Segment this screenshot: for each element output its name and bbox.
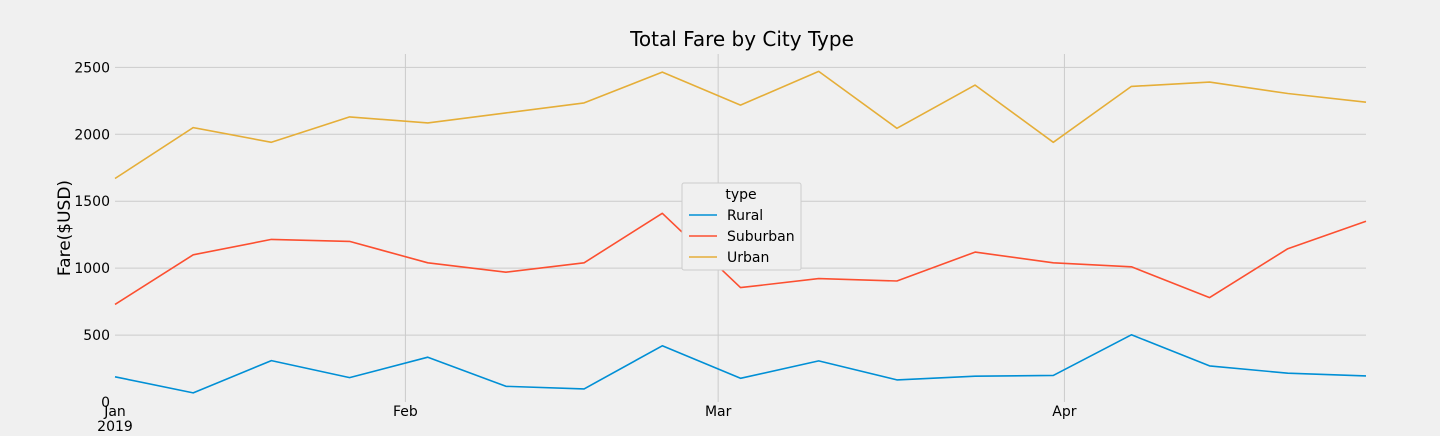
legend-label: Urban: [727, 250, 769, 266]
y-tick-label: 500: [83, 328, 110, 344]
legend-label: Rural: [727, 208, 763, 224]
y-tick-label: 2500: [74, 60, 110, 76]
y-tick-label: 0: [101, 395, 110, 411]
y-tick-label: 1000: [74, 261, 110, 277]
series-lines: [114, 70, 1367, 394]
series-line-suburban: [114, 212, 1367, 306]
legend-box: [681, 182, 802, 271]
x-tick-label: Jan: [103, 404, 126, 420]
x-tick-label: Mar: [705, 404, 732, 420]
series-line-urban: [114, 70, 1367, 180]
legend-label: Suburban: [727, 229, 795, 245]
legend-title: type: [725, 187, 756, 203]
x-tick-label: Feb: [393, 404, 418, 420]
x-tick-sublabel: 2019: [97, 419, 133, 432]
legend: type Rural Suburban Urban: [681, 182, 802, 271]
x-tick-label: Apr: [1052, 404, 1076, 420]
y-tick-label: 2000: [74, 127, 110, 143]
y-axis-label: Fare($USD): [55, 180, 75, 276]
chart-title: Total Fare by City Type: [629, 27, 854, 51]
series-line-rural: [114, 333, 1367, 394]
y-tick-label: 1500: [74, 194, 110, 210]
